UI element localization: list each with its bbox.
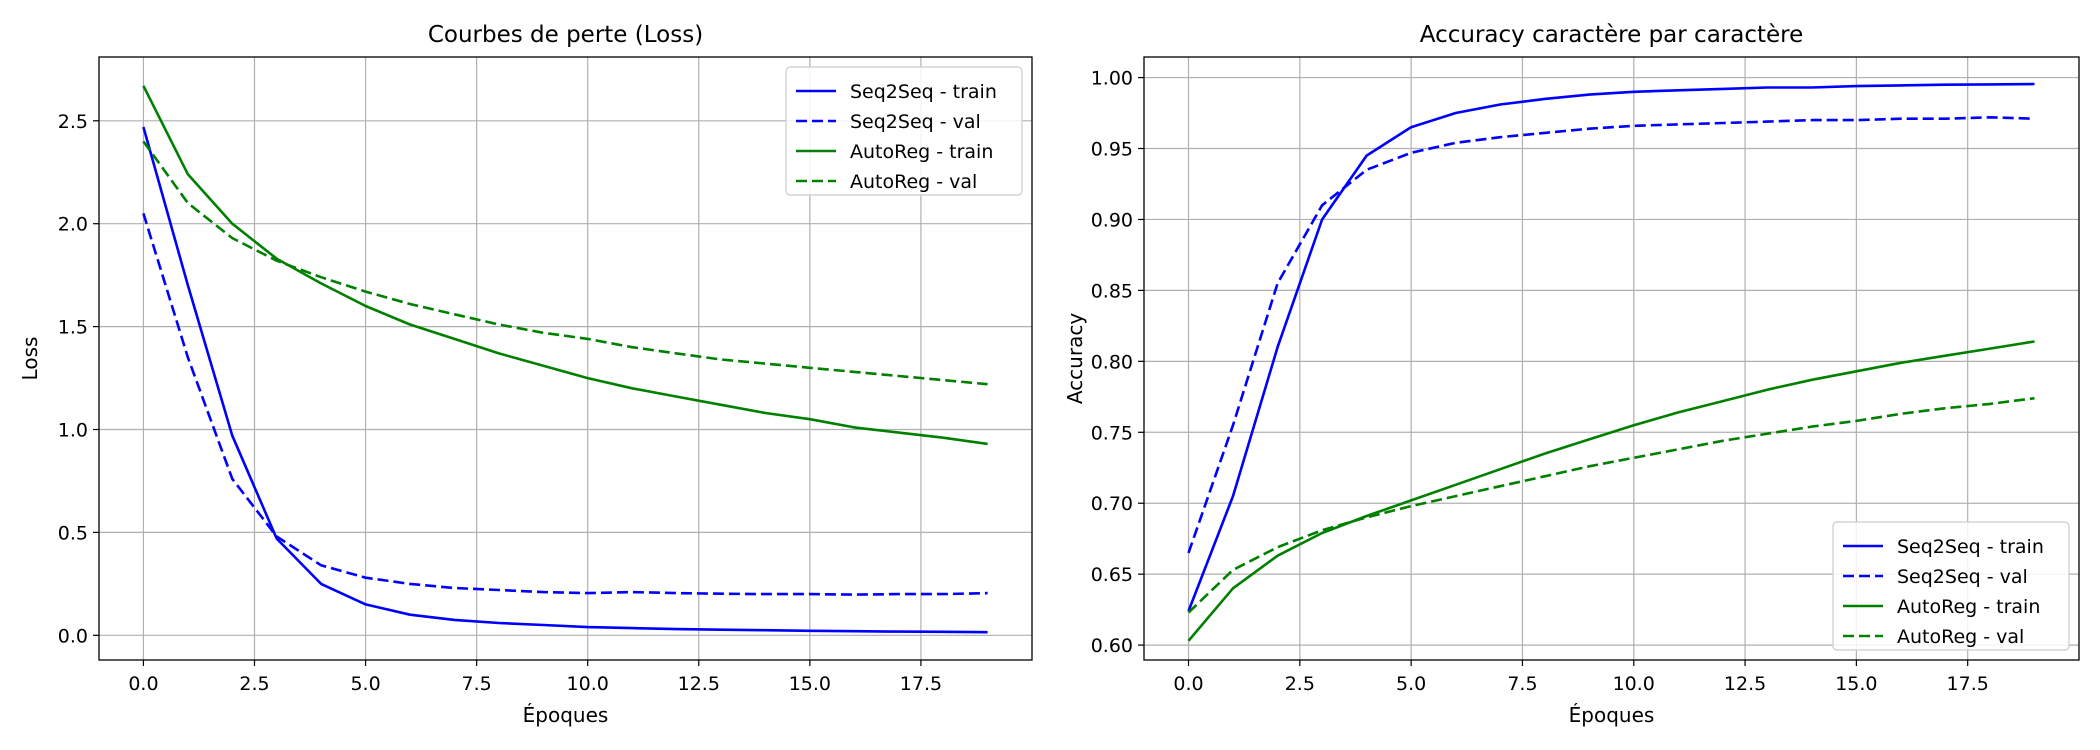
chart-title: Accuracy caractère par caractère — [1420, 22, 1804, 48]
legend-entry-label: AutoReg - train — [850, 141, 993, 163]
y-tick-label: 1.0 — [58, 420, 88, 442]
x-tick-label: 15.0 — [1835, 673, 1877, 695]
legend-entry-label: Seq2Seq - train — [1897, 536, 2044, 558]
series-line-4 — [1187, 396, 2035, 614]
series-line-2 — [1187, 116, 2035, 554]
y-axis-label: Accuracy — [1063, 313, 1087, 404]
x-tick-label: 7.5 — [462, 673, 492, 695]
y-tick-label: 0.95 — [1091, 139, 1133, 161]
legend: Seq2Seq - train Seq2Seq - val AutoReg - tr… — [1832, 521, 2070, 651]
x-tick-label: 17.5 — [900, 673, 942, 695]
series-line-1 — [142, 126, 988, 634]
legend-entry-label: Seq2Seq - val — [850, 111, 981, 133]
legend-entry-label: AutoReg - train — [1897, 596, 2040, 618]
legend-entry-label: Seq2Seq - val — [1897, 566, 2028, 588]
series-line-1 — [1187, 82, 2035, 612]
x-tick-label: 5.0 — [1396, 673, 1426, 695]
x-tick-label: 0.0 — [1173, 673, 1203, 695]
y-axis-label: Loss — [18, 337, 42, 381]
y-tick-label: 1.5 — [58, 317, 88, 339]
legend-box — [785, 66, 1023, 196]
series-line-3 — [1187, 340, 2035, 642]
x-tick-label: 17.5 — [1947, 673, 1989, 695]
x-tick-label: 2.5 — [239, 673, 269, 695]
legend-entry-label: AutoReg - val — [850, 171, 977, 193]
y-tick-label: 0.0 — [58, 625, 88, 647]
plot-frame — [98, 56, 1033, 661]
x-tick-label: 12.5 — [678, 673, 720, 695]
x-tick-label: 2.5 — [1285, 673, 1315, 695]
series-line-3 — [142, 85, 988, 446]
legend-box — [1832, 521, 2070, 651]
series-line-4 — [142, 140, 988, 386]
y-tick-label: 0.60 — [1091, 635, 1133, 657]
x-tick-label: 0.0 — [128, 673, 158, 695]
chart-1: 0.0 2.5 5.0 7.5 10.0 12.5 15.0 17.5 0.0 0.5 1.0 1.5… — [18, 22, 1033, 727]
y-tick-label: 1.00 — [1091, 68, 1133, 90]
legend: Seq2Seq - train Seq2Seq - val AutoReg - tr… — [785, 66, 1023, 196]
legend-entry-label: Seq2Seq - train — [850, 81, 997, 103]
y-tick-label: 0.65 — [1091, 564, 1133, 586]
y-tick-label: 0.80 — [1091, 351, 1133, 373]
y-tick-label: 0.90 — [1091, 209, 1133, 231]
x-tick-label: 10.0 — [567, 673, 609, 695]
plot-frame — [1143, 56, 2080, 661]
y-tick-label: 2.5 — [58, 111, 88, 133]
x-tick-label: 12.5 — [1724, 673, 1766, 695]
x-axis-label: Époques — [523, 703, 609, 727]
x-tick-label: 7.5 — [1507, 673, 1537, 695]
x-tick-label: 5.0 — [350, 673, 380, 695]
legend-entry-label: AutoReg - val — [1897, 626, 2024, 648]
chart-2: 0.0 2.5 5.0 7.5 10.0 12.5 15.0 17.5 0.60 0.65 0.70… — [1063, 22, 2080, 727]
x-tick-label: 10.0 — [1613, 673, 1655, 695]
y-tick-label: 0.5 — [58, 522, 88, 544]
y-tick-label: 0.85 — [1091, 280, 1133, 302]
y-tick-label: 2.0 — [58, 214, 88, 236]
y-tick-label: 0.70 — [1091, 493, 1133, 515]
chart-title: Courbes de perte (Loss) — [428, 22, 703, 48]
x-tick-label: 15.0 — [789, 673, 831, 695]
series-line-2 — [142, 213, 988, 596]
y-tick-label: 0.75 — [1091, 422, 1133, 444]
x-axis-label: Époques — [1569, 703, 1655, 727]
